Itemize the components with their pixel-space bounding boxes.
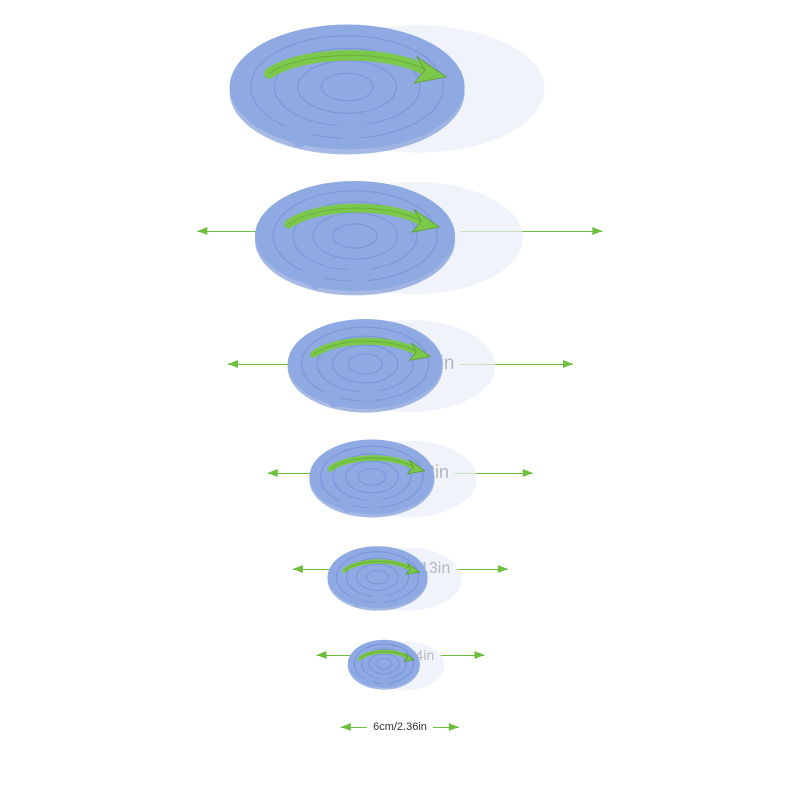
arrow-right-icon <box>593 227 603 235</box>
lid-illustration <box>335 635 465 719</box>
lid-svg <box>310 540 491 642</box>
arrow-left-icon <box>293 565 303 573</box>
dimension-label: 6cm/2.36in <box>367 721 433 733</box>
arrow-right-icon <box>449 723 459 731</box>
arrow-left-icon <box>267 469 277 477</box>
arrow-left-icon <box>198 227 208 235</box>
arrow-right-icon <box>498 565 508 573</box>
arrow-right-icon <box>522 469 532 477</box>
dimension-row: 6cm/2.36in <box>341 717 459 736</box>
arrow-left-icon <box>228 360 238 368</box>
size-item-5: 6cm/2.36in <box>335 635 465 736</box>
lid-svg <box>287 432 513 556</box>
lid-illustration <box>310 540 491 647</box>
arrow-right-icon <box>474 651 484 659</box>
arrow-left-icon <box>316 651 326 659</box>
arrow-left-icon <box>341 723 351 731</box>
arrow-right-icon <box>563 360 573 368</box>
lid-svg <box>335 635 465 714</box>
